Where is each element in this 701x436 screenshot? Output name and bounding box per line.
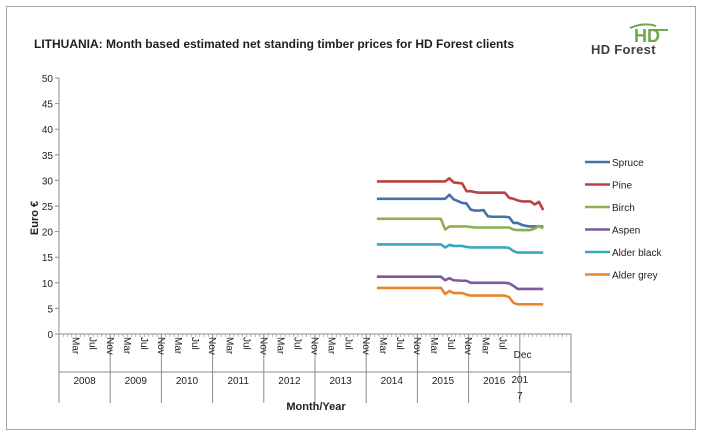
x-year-label: 2009 [125, 376, 148, 387]
x-month-tick-label: Mar [172, 337, 183, 355]
x-month-tick-label: Nov [411, 337, 422, 355]
series-line-aspen [376, 275, 544, 291]
x-month-tick-label: Nov [155, 337, 166, 355]
x-month-tick-label: Mar [223, 337, 234, 355]
x-month-tick-label: Nov [206, 337, 217, 355]
y-tick-label: 50 [42, 74, 54, 85]
x-year-label-wrap: 7 [517, 391, 523, 402]
y-tick-label: 15 [42, 253, 54, 264]
x-axis-label: Month/Year [286, 401, 346, 413]
chart-frame [6, 6, 696, 430]
x-month-tick-label: Jul [189, 337, 200, 350]
x-month-tick-label: Jul [292, 337, 303, 350]
y-tick-label: 30 [42, 176, 54, 187]
x-year-label: 2011 [227, 376, 249, 387]
x-month-tick-label: Mar [428, 337, 439, 355]
x-month-tick-label: Jul [445, 337, 456, 350]
legend-label-alder-grey: Alder grey [612, 271, 658, 282]
x-axis: Mar Jul Nov 2008 Mar Jul Nov 2009 Mar Jul Nov 2010 M… [58, 333, 572, 403]
y-tick-label: 40 [42, 125, 54, 136]
legend-label-pine: Pine [612, 181, 632, 192]
x-month-tick-label: Nov [257, 337, 268, 355]
x-month-tick-label: Jul [138, 337, 149, 350]
x-month-tick-label: Nov [360, 337, 371, 355]
y-axis-label: Euro € [29, 201, 41, 235]
x-month-tick-label: Jul [87, 337, 98, 350]
x-month-tick-label: Mar [326, 337, 337, 355]
logo-brand-text: HD Forest [591, 42, 656, 57]
x-year-label: 2008 [73, 376, 96, 387]
y-tick-label: 10 [42, 279, 54, 290]
x-year-label: 2010 [176, 376, 199, 387]
legend-label-birch: Birch [612, 203, 635, 214]
x-month-tick-label: Dec [514, 350, 532, 361]
y-tick-label: 35 [42, 151, 54, 162]
series-line-pine [376, 177, 545, 211]
chart-title: LITHUANIA: Month based estimated net sta… [34, 37, 515, 51]
x-month-tick-label: Mar [274, 337, 285, 355]
x-month-tick-label: Jul [343, 337, 354, 350]
x-month-tick-label: Nov [104, 337, 115, 355]
series-line-birch [376, 217, 544, 232]
x-year-label: 2013 [329, 376, 352, 387]
legend-label-spruce: Spruce [612, 158, 644, 169]
y-tick-label: 5 [47, 304, 53, 315]
series-line-spruce [376, 193, 544, 228]
y-axis: 0 5 10 15 20 25 30 35 40 45 50 [42, 74, 60, 341]
y-tick-label: 20 [42, 228, 54, 239]
x-year-label: 2014 [381, 376, 404, 387]
x-month-tick-label: Nov [309, 337, 320, 355]
legend-label-aspen: Aspen [612, 226, 640, 237]
y-tick-label: 0 [47, 330, 53, 341]
hd-forest-logo: HD [629, 23, 668, 46]
x-year-label: 201 [511, 375, 528, 386]
x-year-label: 2016 [483, 376, 506, 387]
y-tick-label: 45 [42, 100, 54, 111]
x-year-label: 2015 [432, 376, 455, 387]
y-tick-label: 25 [42, 202, 54, 213]
x-month-tick-label: Jul [240, 337, 251, 350]
series-lines [376, 177, 545, 306]
x-month-tick-label: Mar [121, 337, 132, 355]
x-month-tick-label: Mar [479, 337, 490, 355]
x-year-label: 2012 [278, 376, 301, 387]
x-month-tick-label: Jul [496, 337, 507, 350]
legend: Spruce Pine Birch Aspen Alder black Alder gre… [585, 158, 662, 282]
x-month-tick-label: Nov [462, 337, 473, 355]
x-month-tick-label: Mar [377, 337, 388, 355]
x-month-tick-label: Jul [394, 337, 405, 350]
series-line-alder-black [376, 243, 544, 254]
x-month-tick-label: Mar [70, 337, 81, 355]
legend-label-alder-black: Alder black [612, 248, 662, 259]
series-line-alder-grey [376, 286, 544, 306]
